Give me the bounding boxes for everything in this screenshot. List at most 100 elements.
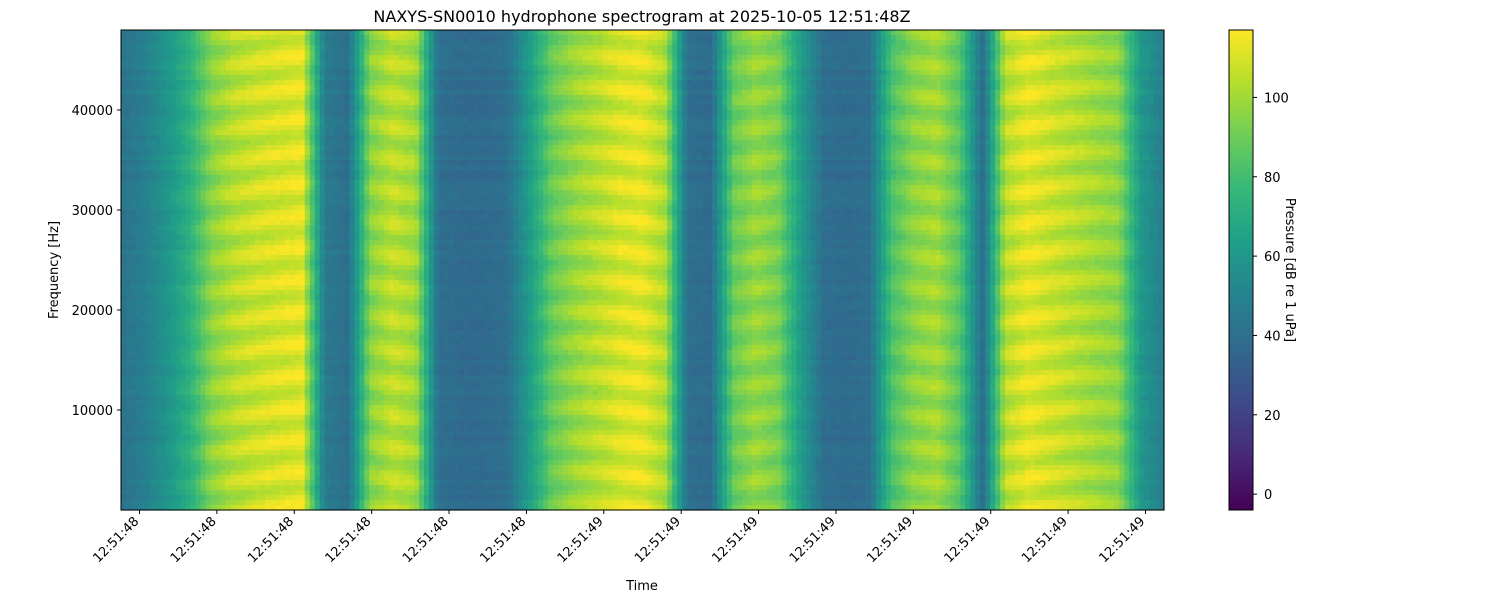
heatmap-cell [309, 485, 316, 491]
heatmap-cell [210, 310, 216, 316]
heatmap-cell [155, 490, 162, 496]
heatmap-cell [314, 380, 321, 386]
heatmap-cell [289, 495, 296, 501]
heatmap-cell [140, 325, 147, 331]
heatmap-cell [284, 500, 291, 506]
heatmap-cell [180, 365, 187, 371]
heatmap-cell [205, 265, 211, 271]
heatmap-cell [364, 115, 370, 121]
heatmap-cell [354, 455, 360, 461]
heatmap-cell [324, 355, 331, 361]
heatmap-cell [265, 395, 271, 401]
heatmap-cell [274, 475, 281, 481]
heatmap-cell [180, 75, 187, 81]
heatmap-cell [230, 470, 236, 476]
heatmap-cell [274, 285, 281, 291]
heatmap-cell [205, 50, 211, 56]
heatmap-cell [175, 155, 182, 161]
heatmap-cell [314, 35, 321, 41]
heatmap-cell [274, 300, 281, 306]
heatmap-cell [364, 395, 370, 401]
heatmap-cell [225, 500, 231, 506]
heatmap-cell [309, 315, 316, 321]
heatmap-cell [135, 320, 142, 326]
heatmap-cell [279, 475, 286, 481]
heatmap-cell [369, 400, 375, 406]
heatmap-cell [140, 305, 147, 311]
heatmap-cell [289, 320, 296, 326]
heatmap-cell [319, 185, 326, 191]
heatmap-cell [250, 340, 256, 346]
heatmap-cell [160, 275, 167, 281]
heatmap-cell [180, 130, 187, 136]
heatmap-cell [220, 145, 226, 151]
heatmap-cell [339, 460, 346, 466]
heatmap-cell [364, 65, 370, 71]
heatmap-cell [379, 45, 385, 51]
heatmap-cell [205, 440, 211, 446]
heatmap-cell [329, 120, 336, 126]
heatmap-cell [294, 315, 301, 321]
heatmap-cell [324, 40, 331, 46]
heatmap-cell [195, 125, 202, 131]
heatmap-cell [250, 30, 256, 36]
heatmap-cell [215, 310, 221, 316]
heatmap-cell [200, 30, 207, 36]
heatmap-cell [294, 395, 301, 401]
heatmap-cell [210, 55, 216, 61]
heatmap-cell [210, 115, 216, 121]
heatmap-cell [135, 435, 142, 441]
heatmap-cell [225, 155, 231, 161]
heatmap-cell [284, 70, 291, 76]
heatmap-cell [121, 245, 127, 251]
heatmap-cell [165, 105, 172, 111]
heatmap-cell [155, 475, 162, 481]
heatmap-cell [245, 315, 251, 321]
heatmap-cell [309, 430, 316, 436]
heatmap-cell [155, 255, 162, 261]
heatmap-cell [150, 395, 157, 401]
heatmap-cell [304, 60, 311, 66]
heatmap-cell [230, 215, 236, 221]
heatmap-cell [130, 355, 137, 361]
heatmap-cell [150, 340, 157, 346]
heatmap-cell [304, 285, 311, 291]
heatmap-cell [210, 430, 216, 436]
heatmap-cell [354, 440, 360, 446]
heatmap-cell [354, 355, 360, 361]
heatmap-cell [334, 150, 341, 156]
heatmap-cell [324, 155, 331, 161]
heatmap-cell [195, 95, 202, 101]
heatmap-cell [195, 250, 202, 256]
heatmap-cell [260, 90, 266, 96]
heatmap-cell [359, 430, 365, 436]
heatmap-cell [160, 475, 167, 481]
heatmap-cell [265, 45, 271, 51]
heatmap-cell [354, 200, 360, 206]
heatmap-cell [121, 360, 127, 366]
heatmap-cell [165, 50, 172, 56]
heatmap-cell [364, 450, 370, 456]
heatmap-cell [319, 315, 326, 321]
heatmap-cell [250, 190, 256, 196]
heatmap-cell [215, 340, 221, 346]
heatmap-cell [289, 270, 296, 276]
heatmap-cell [279, 195, 286, 201]
heatmap-cell [284, 100, 291, 106]
heatmap-cell [170, 325, 177, 331]
heatmap-cell [210, 470, 216, 476]
heatmap-cell [210, 415, 216, 421]
heatmap-cell [235, 235, 241, 241]
heatmap-cell [255, 405, 261, 411]
heatmap-cell [195, 445, 202, 451]
heatmap-cell [374, 220, 380, 226]
heatmap-cell [369, 310, 375, 316]
heatmap-cell [270, 240, 276, 246]
heatmap-cell [240, 135, 246, 141]
heatmap-cell [309, 480, 316, 486]
heatmap-cell [230, 340, 236, 346]
heatmap-cell [279, 80, 286, 86]
heatmap-cell [215, 215, 221, 221]
heatmap-cell [344, 45, 351, 51]
heatmap-cell [344, 190, 351, 196]
